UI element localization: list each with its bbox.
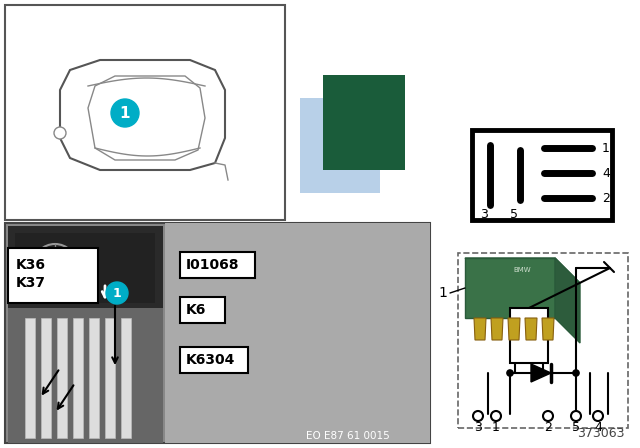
Circle shape [473,411,483,421]
Text: 1: 1 [492,421,500,434]
Text: BMW: BMW [513,267,531,273]
Bar [458,253,628,428]
Polygon shape [508,318,520,340]
Text: I01068: I01068 [186,258,239,272]
Text: 1: 1 [602,142,610,155]
Bar [73,318,83,438]
Circle shape [593,411,603,421]
Circle shape [543,411,553,421]
Polygon shape [491,318,503,340]
Circle shape [111,99,139,127]
Bar [41,318,51,438]
Circle shape [106,282,128,304]
Bar [180,297,225,323]
Bar [165,223,430,443]
Text: K6: K6 [186,303,206,317]
Bar [57,318,67,438]
Bar [165,226,430,308]
Bar [15,233,155,303]
Polygon shape [474,318,486,340]
Bar [89,318,99,438]
Text: 3: 3 [474,421,482,434]
Bar [8,226,163,308]
Polygon shape [88,76,205,160]
Polygon shape [465,258,580,283]
Bar [105,318,115,438]
Text: 3: 3 [480,207,488,220]
Text: 4: 4 [594,421,602,434]
Bar [323,75,405,170]
Polygon shape [465,258,555,318]
Bar [5,5,285,220]
Text: 2: 2 [602,191,610,204]
Polygon shape [531,364,551,382]
Text: K37: K37 [16,276,46,290]
Bar [300,98,380,193]
Text: 373063: 373063 [577,427,625,440]
Text: EO E87 61 0015: EO E87 61 0015 [307,431,390,441]
Text: 5: 5 [510,207,518,220]
Text: K6304: K6304 [186,353,236,367]
Text: 2: 2 [544,421,552,434]
Bar [8,308,163,443]
Bar [510,308,548,363]
Circle shape [54,127,66,139]
Text: 1: 1 [113,287,122,300]
Polygon shape [60,60,225,170]
Bar [5,223,430,443]
Circle shape [571,411,581,421]
Text: 4: 4 [602,167,610,180]
Bar [8,248,98,303]
Circle shape [573,370,579,376]
Bar [180,347,248,373]
Bar [180,252,255,278]
Polygon shape [542,318,554,340]
Bar [25,318,35,438]
Bar [121,318,131,438]
Text: 1: 1 [120,105,131,121]
Text: K36: K36 [16,258,46,272]
Bar [472,130,612,220]
Circle shape [491,411,501,421]
Polygon shape [555,258,580,343]
Circle shape [507,370,513,376]
Polygon shape [525,318,537,340]
Text: 1: 1 [438,286,447,300]
Text: 5: 5 [572,421,580,434]
